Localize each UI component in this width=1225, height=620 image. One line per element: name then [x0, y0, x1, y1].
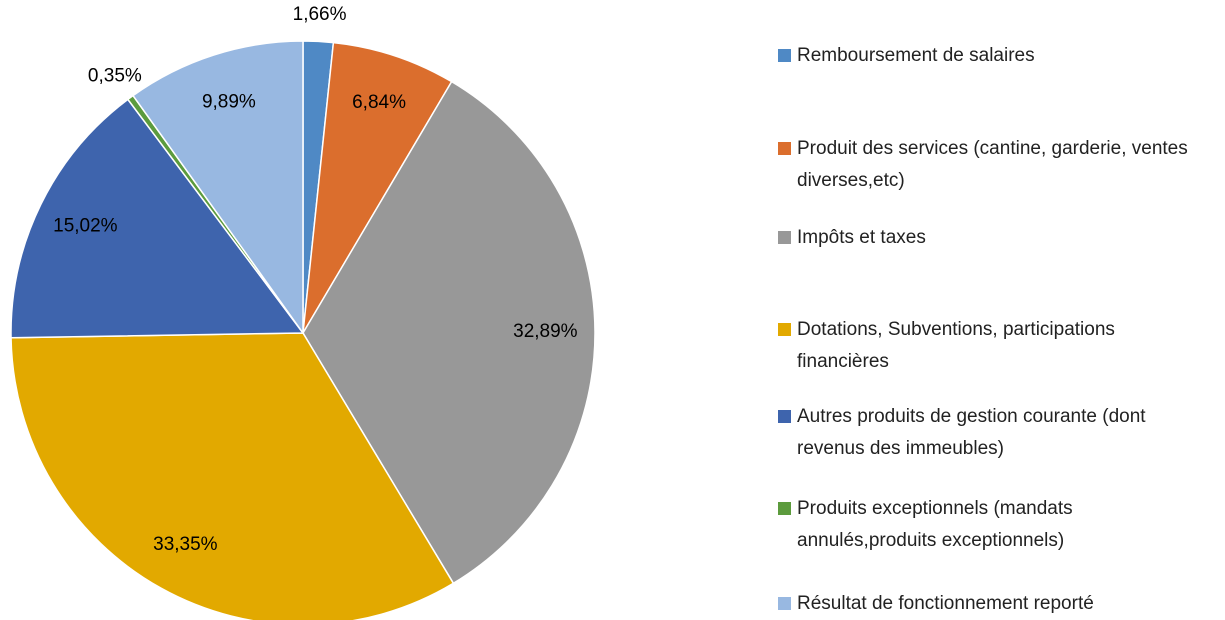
legend-label: Résultat de fonctionnement reporté — [797, 593, 1094, 614]
legend-swatch — [778, 49, 791, 62]
pie-slice — [10, 332, 455, 620]
pie-slice — [131, 40, 304, 336]
pie-slice — [10, 98, 305, 339]
data-label: 6,84% — [352, 92, 406, 113]
legend-swatch — [778, 142, 791, 155]
pie-slice — [302, 80, 596, 585]
legend-label: Impôts et taxes — [797, 227, 926, 248]
data-label: 0,35% — [88, 65, 142, 86]
legend-label: Remboursement de salaires — [797, 45, 1035, 66]
data-label: 33,35% — [153, 534, 218, 555]
data-label: 15,02% — [53, 215, 118, 236]
legend-swatch — [778, 231, 791, 244]
legend-item: Produit des services (cantine, garderie,… — [778, 133, 1208, 197]
legend-item: Dotations, Subventions, participations f… — [778, 314, 1208, 378]
legend-swatch — [778, 323, 791, 336]
legend-label: Autres produits de gestion courante (don… — [797, 406, 1146, 459]
data-label: 1,66% — [293, 4, 347, 25]
legend-label: Produits exceptionnels (mandats annulés,… — [797, 498, 1073, 551]
data-label: 32,89% — [513, 321, 578, 342]
legend-swatch — [778, 597, 791, 610]
legend-swatch — [778, 410, 791, 423]
pie-slice — [302, 41, 453, 334]
legend-item: Impôts et taxes — [778, 222, 1208, 254]
legend-item: Remboursement de salaires — [778, 40, 1208, 72]
data-label: 9,89% — [202, 91, 256, 112]
legend-swatch — [778, 502, 791, 515]
legend-item: Produits exceptionnels (mandats annulés,… — [778, 493, 1208, 557]
legend-label: Produit des services (cantine, garderie,… — [797, 138, 1188, 191]
legend-item: Autres produits de gestion courante (don… — [778, 401, 1208, 465]
legend-item: Résultat de fonctionnement reporté — [778, 588, 1208, 620]
legend-label: Dotations, Subventions, participations f… — [797, 319, 1115, 372]
